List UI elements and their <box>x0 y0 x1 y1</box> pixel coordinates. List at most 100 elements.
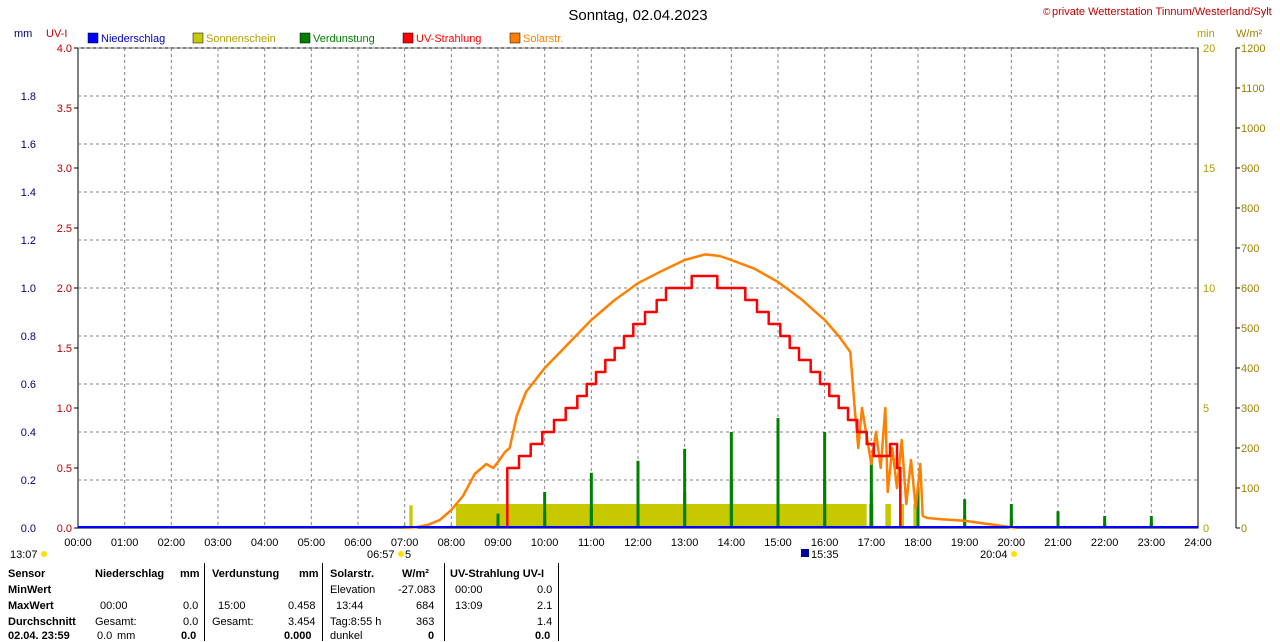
x-tick-label: 01:00 <box>111 537 139 549</box>
evaporation-bar <box>823 432 827 528</box>
uv-min-value: 0.0 <box>537 584 553 596</box>
uv-radiation-line <box>506 274 902 528</box>
stats-min-label: MinWert <box>8 584 52 596</box>
solar-avg-value: 363 <box>416 616 435 628</box>
wm2-tick-label: 1100 <box>1241 83 1265 95</box>
verdunstung-gesamt-label: Gesamt: <box>212 616 254 628</box>
x-tick-label: 21:00 <box>1044 537 1072 549</box>
min-tick-label: 20 <box>1203 43 1215 55</box>
x-tick-label: 02:00 <box>158 537 186 549</box>
solar-elevation-value: -27.083 <box>398 584 436 596</box>
mm-tick-label: 1.0 <box>21 283 36 295</box>
solar-header: Solarstr. <box>330 568 375 580</box>
mm-tick-label: 0.4 <box>21 427 36 439</box>
x-tick-label: 05:00 <box>298 537 326 549</box>
wm2-tick-label: 500 <box>1241 323 1259 335</box>
uvi-tick-label: 0.0 <box>57 523 72 535</box>
noon-icon <box>801 549 809 557</box>
wm2-tick-label: 900 <box>1241 163 1259 175</box>
chart-title: Sonntag, 02.04.2023 <box>568 7 707 24</box>
wm2-tick-label: 700 <box>1241 243 1259 255</box>
uvi-tick-label: 3.5 <box>57 103 72 115</box>
evaporation-bar <box>1056 511 1060 528</box>
sunshine-block <box>899 504 904 528</box>
niederschlag-max-value: 0.0 <box>183 600 199 612</box>
sun-times-row: 13:07 06:57 5 15:35 20:04 <box>10 549 1017 561</box>
evaporation-bar <box>963 499 967 528</box>
uvi-tick-label: 4.0 <box>57 43 72 55</box>
verdunstung-unit: mm <box>299 568 319 580</box>
evaporation-bar <box>1103 516 1107 528</box>
wm2-tick-label: 1200 <box>1241 43 1265 55</box>
niederschlag-max-time: 00:00 <box>100 600 128 612</box>
sunset-icon <box>1011 551 1017 557</box>
x-tick-label: 16:00 <box>811 537 839 549</box>
weather-chart: 0.0 0.2 0.4 0.6 0.8 1.0 1.2 1.4 1.6 1.8 0.0 0.5 1.0 1… <box>10 6 1272 561</box>
x-tick-label: 18:00 <box>904 537 932 549</box>
solar-daylength: Tag:8:55 h <box>330 616 382 628</box>
sunshine-block <box>456 504 867 528</box>
x-tick-label: 09:00 <box>484 537 512 549</box>
min-tick-label: 0 <box>1203 523 1209 535</box>
x-tick-label: 11:00 <box>578 537 605 549</box>
uvi-tick-label: 1.5 <box>57 343 72 355</box>
sun-icon <box>41 551 47 557</box>
sunshine-block <box>885 504 891 528</box>
x-tick-label: 17:00 <box>858 537 886 549</box>
solar-last-value: 0 <box>428 630 435 642</box>
stats-divider <box>444 563 445 641</box>
wm2-tick-label: 300 <box>1241 403 1259 415</box>
x-tick-label: 07:00 <box>391 537 419 549</box>
mm-tick-label: 1.8 <box>21 91 36 103</box>
x-tick-label: 15:00 <box>764 537 792 549</box>
uvi-tick-label: 2.0 <box>57 283 72 295</box>
moonrise-time: 13:07 <box>10 549 38 561</box>
axis-unit-mm: mm <box>14 28 32 40</box>
min-tick-label: 10 <box>1203 283 1215 295</box>
evaporation-bar <box>543 492 547 528</box>
axis-unit-wm2: W/m² <box>1236 28 1263 40</box>
stats-avg-label: Durchschnitt <box>8 616 76 628</box>
sunshine-block <box>409 505 413 528</box>
evaporation-bar <box>496 513 500 528</box>
uv-avg-value: 1.4 <box>537 616 553 628</box>
legend-label: Sonnenschein <box>206 33 276 45</box>
x-tick-label: 04:00 <box>251 537 279 549</box>
mm-tick-label: 0.0 <box>21 523 36 535</box>
chart-grid <box>77 47 1199 529</box>
evaporation-bar <box>683 448 687 528</box>
uvi-tick-label: 0.5 <box>57 463 72 475</box>
mm-tick-label: 0.8 <box>21 331 36 343</box>
solar-radiation-line <box>404 253 1017 530</box>
evaporation-bar <box>589 472 593 528</box>
copyright-symbol: © <box>1043 7 1051 18</box>
axis-unit-min: min <box>1197 28 1215 40</box>
sunrise-time: 06:57 <box>367 549 395 561</box>
sunrise-icon <box>398 551 404 557</box>
stats-divider <box>322 563 323 641</box>
x-tick-label: 24:00 <box>1184 537 1212 549</box>
mm-tick-label: 0.6 <box>21 379 36 391</box>
sunshine-block <box>913 504 918 528</box>
niederschlag-last-total: 0.0 <box>181 630 197 642</box>
wm2-tick-label: 200 <box>1241 443 1259 455</box>
stats-table: Sensor MinWert MaxWert Durchschnitt 02.0… <box>0 563 1280 642</box>
legend-swatch <box>87 32 99 44</box>
x-tick-label: 03:00 <box>204 537 232 549</box>
noon-time: 15:35 <box>811 549 839 561</box>
solar-max-value: 684 <box>416 600 435 612</box>
mm-tick-label: 1.6 <box>21 139 36 151</box>
verdunstung-max-time: 15:00 <box>218 600 246 612</box>
mm-tick-label: 0.2 <box>21 475 36 487</box>
solar-dunkel-label: dunkel <box>330 630 363 642</box>
x-tick-label: 12:00 <box>624 537 652 549</box>
x-tick-label: 13:00 <box>671 537 699 549</box>
x-tick-label: 14:00 <box>718 537 746 549</box>
uv-last-value: 0.0 <box>535 630 551 642</box>
legend-swatch <box>402 32 414 44</box>
stats-date: 02.04. 23:59 <box>8 630 70 642</box>
uv-min-time: 00:00 <box>455 584 483 596</box>
verdunstung-max-value: 0.458 <box>288 600 316 612</box>
legend-swatch <box>192 32 204 44</box>
wm2-tick-label: 100 <box>1241 483 1259 495</box>
